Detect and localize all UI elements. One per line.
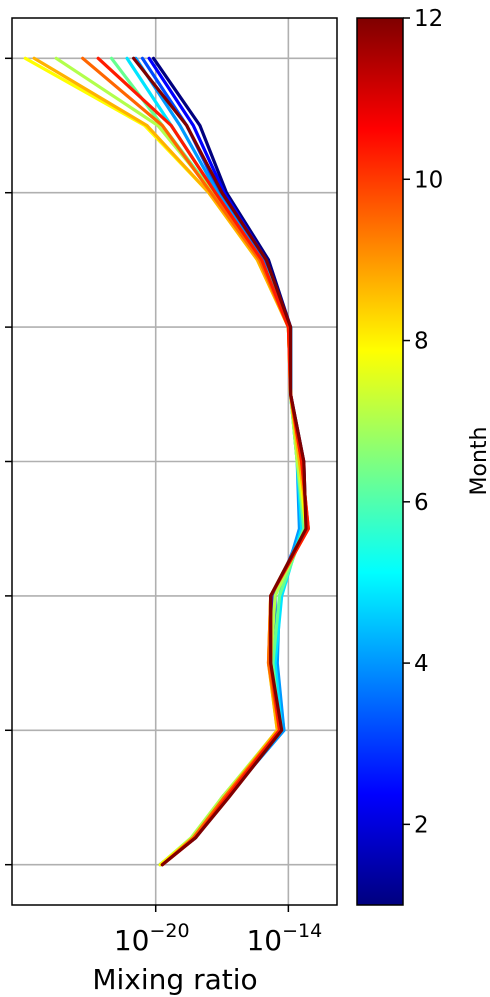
colorbar-tick-label: 2	[414, 812, 429, 838]
grid-lines	[12, 18, 337, 905]
colorbar	[356, 17, 404, 906]
colorbar-tick-label: 8	[414, 329, 429, 355]
x-tick-label: 10−14	[246, 920, 322, 957]
colorbar-tick-label: 6	[414, 490, 429, 516]
y-ticks	[5, 57, 12, 866]
colorbar-label: Month	[467, 427, 490, 496]
colorbar-ticks: 2 4 6 8 10 12	[403, 6, 443, 838]
colorbar-tick-label: 12	[414, 6, 443, 32]
x-tick-label: 10−20	[114, 920, 190, 957]
colorbar-tick-label: 10	[414, 167, 443, 193]
x-axis-label: Mixing ratio	[92, 963, 257, 996]
series-lines	[23, 56, 310, 867]
series-line-month-12	[132, 56, 308, 867]
colorbar-tick-label: 4	[414, 651, 429, 677]
x-ticks: 10−20 10−14	[114, 905, 322, 957]
